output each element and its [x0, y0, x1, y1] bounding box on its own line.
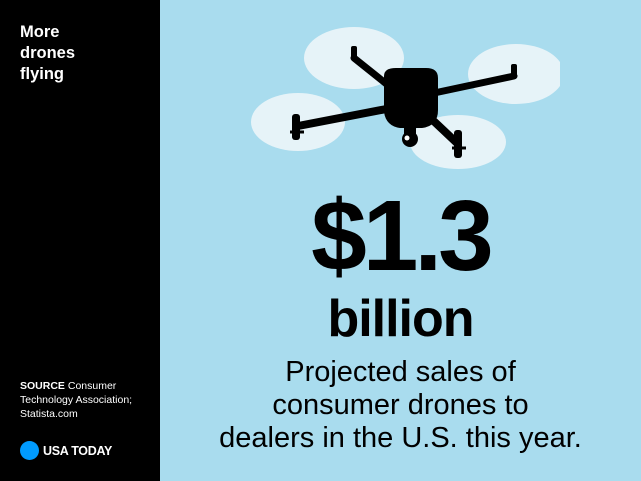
headline: More drones flying [20, 22, 150, 85]
headline-line-3: flying [20, 65, 64, 83]
brand-logo: USA TODAY [20, 441, 112, 460]
headline-line-1: More [20, 23, 60, 41]
motor-front-left [292, 114, 300, 140]
brand-name: USA TODAY [43, 443, 113, 458]
description-line-1: Projected sales of [285, 356, 516, 388]
motor-front-right [454, 130, 462, 158]
source-text: Consumer Technology Association; Statist… [20, 380, 133, 420]
sidebar: More drones flying SOURCE Consumer Techn… [0, 0, 160, 481]
main-panel: $1.3 billion Projected sales of consumer… [160, 0, 641, 481]
usatoday-dot-icon [20, 441, 39, 460]
source-credit: SOURCE Consumer Technology Association; … [20, 379, 155, 421]
motor-back-left [351, 46, 357, 60]
drone-icon [251, 27, 560, 169]
camera [402, 131, 418, 147]
description: Projected sales of consumer drones to de… [160, 356, 641, 455]
description-line-3: dealers in the U.S. this year. [219, 422, 582, 454]
motor-back-right [511, 64, 517, 78]
drone-body [384, 68, 438, 128]
headline-unit: billion [327, 290, 474, 348]
headline-amount: $1.3 [311, 180, 494, 292]
camera-mount [404, 124, 416, 134]
headline-line-2: drones [20, 44, 76, 62]
source-label: SOURCE [20, 380, 65, 392]
description-line-2: consumer drones to [272, 389, 529, 421]
